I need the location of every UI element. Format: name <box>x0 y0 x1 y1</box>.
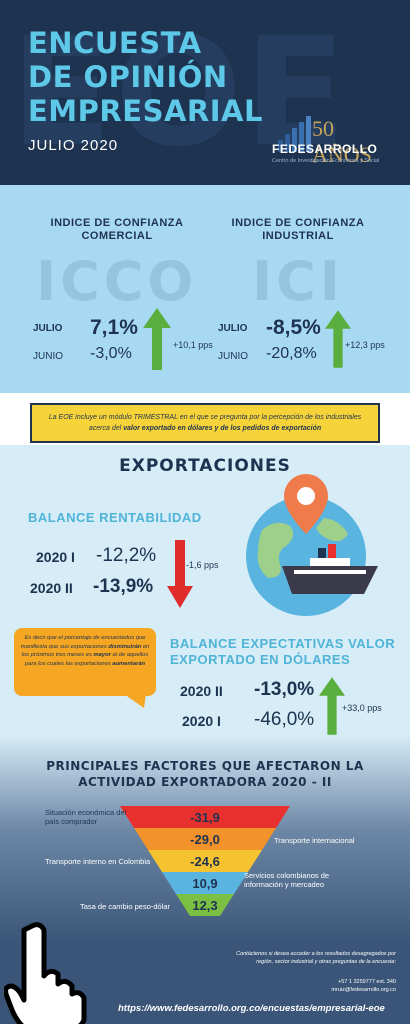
header: EOE ENCUESTA DE OPINIÓN EMPRESARIAL JULI… <box>0 0 410 185</box>
rentabilidad-title: BALANCE RENTABILIDAD <box>28 510 202 525</box>
factor-1-value: -31,9 <box>190 810 220 825</box>
bubble-tail-icon <box>124 694 146 708</box>
icco-title-line-2: COMERCIAL <box>81 230 153 242</box>
logo-anniversary: 50 AÑOS <box>312 116 372 167</box>
bubble-text-5: al de aquellos para los cuales las expor… <box>24 652 149 667</box>
contact-details: +57 1 3259777 ext. 340 mruiz@fedesarroll… <box>331 978 396 994</box>
bar-chart-logo-icon <box>278 116 311 152</box>
exports-title: EXPORTACIONES <box>119 456 291 476</box>
ici-previous-value: -20,8% <box>266 345 317 362</box>
icco-title-line-1: INDICE DE CONFIANZA <box>50 217 184 229</box>
title-line-3: EMPRESARIAL <box>28 94 263 128</box>
rentabilidad-row1-value: -12,2% <box>96 545 157 566</box>
bubble-text-6: aumentarán <box>112 660 146 667</box>
rentabilidad-row2-year: 2020 II <box>30 580 73 596</box>
factors-funnel <box>120 806 290 916</box>
factor-4-label: Servicios colombianos de información y m… <box>244 871 330 889</box>
factors-title-line-1: PRINCIPALES FACTORES QUE AFECTARON LA <box>46 759 364 773</box>
bubble-text-3: en los próximos tres meses es <box>21 643 150 659</box>
expectativas-title-line-1: BALANCE EXPECTATIVAS VALOR <box>170 636 396 651</box>
quarterly-module-notice: La EOE incluye un módulo TRIMESTRAL en e… <box>30 403 380 443</box>
ici-title: INDICE DE CONFIANZA INDUSTRIAL <box>213 217 383 243</box>
bubble-text-2: disminuirán <box>108 643 142 650</box>
factor-bar-1 <box>120 806 290 828</box>
factor-1-label: Situación económica del país comprador <box>45 808 127 826</box>
icco-title: INDICE DE CONFIANZA COMERCIAL <box>32 217 202 243</box>
background-watermark: EOE <box>10 6 349 180</box>
rentabilidad-down-arrow-icon <box>167 540 193 608</box>
rentabilidad-row2-value: -13,9% <box>93 576 154 597</box>
contact-phone: +57 1 3259777 ext. 340 <box>338 979 396 985</box>
expectativas-row1-year: 2020 II <box>180 683 223 699</box>
contact-line-2: región, sector industrial y otras pregun… <box>256 959 396 965</box>
ici-previous-label: JUNIO <box>218 351 248 362</box>
ici-change: +12,3 pps <box>345 340 385 350</box>
factor-4-value: 10,9 <box>192 876 218 891</box>
ici-current-label: JULIO <box>218 323 248 334</box>
ici-up-arrow-icon <box>325 310 351 368</box>
ici-title-line-1: INDICE DE CONFIANZA <box>231 217 365 229</box>
factor-bar-5 <box>176 894 234 916</box>
expectativas-row2-value: -46,0% <box>254 709 315 730</box>
factors-title: PRINCIPALES FACTORES QUE AFECTARON LA AC… <box>0 758 410 790</box>
icco-up-arrow-icon <box>143 308 171 370</box>
factor-bar-4 <box>162 872 248 894</box>
icco-change: +10,1 pps <box>173 340 213 350</box>
ici-current-value: -8,5% <box>266 316 321 339</box>
globe-ship-illustration-icon <box>246 474 378 616</box>
expectativas-row2-year: 2020 I <box>182 713 221 729</box>
logo-tagline: Centro de Investigación Económica y Soci… <box>272 158 380 164</box>
icco-previous-value: -3,0% <box>90 345 132 362</box>
factor-5-label: Tasa de cambio peso-dólar <box>80 902 171 911</box>
expectativas-row1-value: -13,0% <box>254 679 315 700</box>
expectativas-title-line-2: EXPORTADO EN DÓLARES <box>170 652 351 667</box>
title-line-2: DE OPINIÓN <box>28 60 228 94</box>
rentabilidad-row1-year: 2020 I <box>36 549 75 565</box>
expectativas-up-arrow-icon <box>319 677 345 735</box>
fedesarrollo-logo: 50 AÑOS FEDESARROLLO Centro de Investiga… <box>272 112 392 170</box>
bubble-text-1: Es decir que el porcentaje de encuestado… <box>20 635 146 650</box>
subtitle-date: JULIO 2020 <box>28 137 119 154</box>
contact-line-1: Contáctenos si desea acceder a los resul… <box>236 951 396 957</box>
ici-title-line-2: INDUSTRIAL <box>262 230 334 242</box>
factor-5-value: 12,3 <box>192 898 218 913</box>
bubble-text-4: mayor <box>93 652 111 658</box>
contact-email[interactable]: mruiz@fedesarrollo.org.co <box>331 987 396 993</box>
rentabilidad-change: -1,6 pps <box>186 560 219 570</box>
title-line-1: ENCUESTA <box>28 26 202 60</box>
expectativas-title: BALANCE EXPECTATIVAS VALOR EXPORTADO EN … <box>170 636 395 668</box>
icco-current-label: JULIO <box>33 323 63 334</box>
pointing-hand-cursor-icon <box>4 922 87 1024</box>
survey-url-link[interactable]: https://www.fedesarrollo.org.co/encuesta… <box>118 1003 385 1014</box>
factor-2-value: -29,0 <box>190 832 220 847</box>
factor-bar-3 <box>148 850 262 872</box>
icco-previous-label: JUNIO <box>33 351 63 362</box>
logo-name: FEDESARROLLO <box>272 142 378 156</box>
expectativas-change: +33,0 pps <box>342 703 382 713</box>
ici-acronym: ICI <box>252 250 344 313</box>
icco-current-value: 7,1% <box>90 316 138 339</box>
notice-text-bold: valor exportado en dólares y de los pedi… <box>123 425 322 432</box>
icco-acronym: ICCO <box>36 250 198 313</box>
factors-title-line-2: ACTIVIDAD EXPORTADORA 2020 - II <box>78 775 332 789</box>
contact-text: Contáctenos si desea acceder a los resul… <box>236 950 396 966</box>
notice-text: La EOE incluye un módulo TRIMESTRAL en e… <box>48 414 362 432</box>
factor-3-value: -24,6 <box>190 854 220 869</box>
factor-2-label: Transporte internacional <box>274 836 355 845</box>
factor-3-label: Transporte interno en Colombia <box>45 857 151 866</box>
explanation-bubble: Es decir que el porcentaje de encuestado… <box>14 628 156 696</box>
page-title: ENCUESTA DE OPINIÓN EMPRESARIAL <box>28 26 263 128</box>
factor-bar-2 <box>134 828 276 850</box>
